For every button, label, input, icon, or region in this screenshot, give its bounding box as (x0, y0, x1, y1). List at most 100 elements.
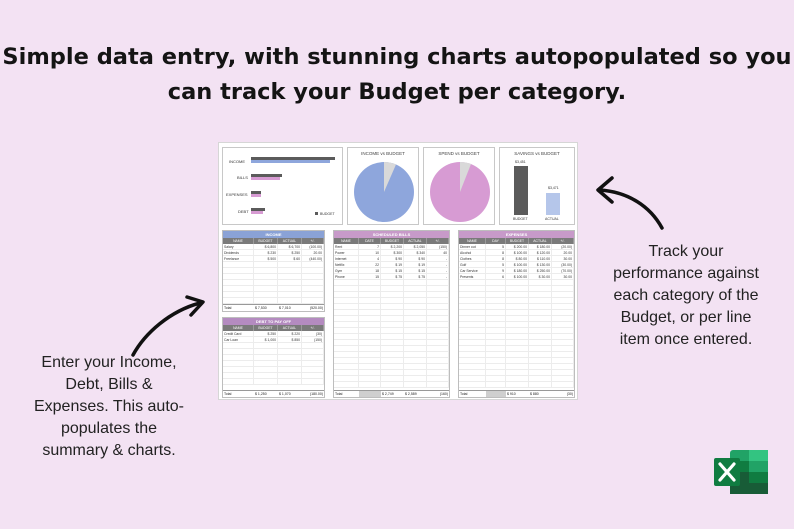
table-cell[interactable]: $ 90 (381, 256, 404, 261)
table-cell[interactable] (254, 286, 278, 291)
table-cell[interactable] (459, 316, 486, 321)
table-cell[interactable] (427, 358, 449, 363)
table-cell[interactable] (486, 340, 506, 345)
table-cell[interactable] (278, 298, 302, 303)
table-cell[interactable]: $ 19 (381, 262, 404, 267)
table-cell[interactable] (404, 358, 427, 363)
table-cell[interactable] (427, 376, 449, 381)
table-cell[interactable] (278, 349, 302, 354)
table-cell[interactable] (552, 316, 574, 321)
table-cell[interactable] (404, 316, 427, 321)
table-cell[interactable] (506, 370, 529, 375)
table-cell[interactable]: 5 (486, 262, 506, 267)
table-cell[interactable] (486, 316, 506, 321)
table-cell[interactable]: (70.00) (552, 268, 574, 273)
table-cell[interactable] (381, 328, 404, 333)
table-row[interactable] (223, 280, 324, 286)
table-cell[interactable] (404, 304, 427, 309)
table-cell[interactable] (427, 304, 449, 309)
table-row[interactable] (223, 343, 324, 349)
table-cell[interactable] (302, 280, 324, 285)
table-cell[interactable] (381, 322, 404, 327)
table-cell[interactable] (404, 370, 427, 375)
table-cell[interactable] (529, 370, 552, 375)
table-cell[interactable]: $ 19 (404, 262, 427, 267)
table-cell[interactable] (506, 376, 529, 381)
table-cell[interactable] (459, 322, 486, 327)
table-cell[interactable] (404, 346, 427, 351)
table-cell[interactable] (427, 382, 449, 387)
table-cell[interactable] (506, 364, 529, 369)
table-cell[interactable] (381, 358, 404, 363)
table-cell[interactable]: $ 230 (254, 250, 278, 255)
table-row[interactable]: Dividends $ 230 $ 250 20.00 (223, 250, 324, 256)
table-row[interactable] (334, 334, 449, 340)
table-cell[interactable] (486, 322, 506, 327)
table-cell[interactable] (486, 286, 506, 291)
table-cell[interactable] (381, 310, 404, 315)
table-cell[interactable] (223, 379, 254, 384)
table-row[interactable] (459, 340, 574, 346)
table-row[interactable] (459, 280, 574, 286)
table-cell[interactable] (459, 310, 486, 315)
table-cell[interactable]: 7 (359, 244, 381, 249)
table-cell[interactable] (359, 298, 381, 303)
table-cell[interactable] (223, 349, 254, 354)
table-row[interactable] (223, 292, 324, 298)
table-row[interactable] (334, 376, 449, 382)
table-row[interactable] (334, 352, 449, 358)
table-cell[interactable] (334, 280, 359, 285)
table-cell[interactable] (529, 292, 552, 297)
table-cell[interactable]: 30.00 (552, 274, 574, 279)
table-cell[interactable]: Golf (459, 262, 486, 267)
table-cell[interactable] (334, 340, 359, 345)
table-cell[interactable] (552, 376, 574, 381)
table-cell[interactable]: 9 (486, 268, 506, 273)
table-cell[interactable] (506, 334, 529, 339)
table-cell[interactable] (552, 304, 574, 309)
table-cell[interactable]: $ 100.00 (506, 262, 529, 267)
table-cell[interactable] (459, 280, 486, 285)
table-cell[interactable] (506, 292, 529, 297)
table-cell[interactable] (302, 343, 324, 348)
table-cell[interactable]: $ 2,050 (404, 244, 427, 249)
table-cell[interactable] (359, 382, 381, 387)
table-cell[interactable] (254, 367, 278, 372)
table-cell[interactable] (486, 382, 506, 387)
table-cell[interactable]: Phone (334, 274, 359, 279)
table-cell[interactable] (278, 286, 302, 291)
table-cell[interactable] (404, 352, 427, 357)
table-cell[interactable] (381, 370, 404, 375)
table-cell[interactable]: $ 15 (404, 268, 427, 273)
table-row[interactable] (459, 346, 574, 352)
table-cell[interactable]: Rent (334, 244, 359, 249)
table-cell[interactable] (552, 352, 574, 357)
table-cell[interactable] (359, 292, 381, 297)
table-cell[interactable] (427, 352, 449, 357)
table-cell[interactable]: $ 6,700 (278, 244, 302, 249)
table-cell[interactable] (302, 379, 324, 384)
table-cell[interactable] (381, 286, 404, 291)
table-cell[interactable] (278, 268, 302, 273)
table-row[interactable] (223, 349, 324, 355)
table-cell[interactable] (359, 376, 381, 381)
table-row[interactable] (223, 373, 324, 379)
table-cell[interactable] (334, 370, 359, 375)
table-cell[interactable] (381, 364, 404, 369)
table-row[interactable]: Gym 18 $ 15 $ 15- (334, 268, 449, 274)
table-cell[interactable]: $ 90 (404, 256, 427, 261)
table-cell[interactable] (254, 262, 278, 267)
table-cell[interactable] (334, 376, 359, 381)
table-cell[interactable] (334, 292, 359, 297)
table-cell[interactable]: $ 340 (404, 250, 427, 255)
table-cell[interactable] (529, 358, 552, 363)
table-cell[interactable]: (100.00) (302, 244, 324, 249)
table-cell[interactable] (334, 310, 359, 315)
table-cell[interactable] (506, 316, 529, 321)
table-cell[interactable] (223, 286, 254, 291)
table-cell[interactable] (359, 346, 381, 351)
table-cell[interactable] (404, 292, 427, 297)
table-cell[interactable] (459, 334, 486, 339)
table-cell[interactable] (486, 310, 506, 315)
table-cell[interactable]: (20.00) (552, 244, 574, 249)
